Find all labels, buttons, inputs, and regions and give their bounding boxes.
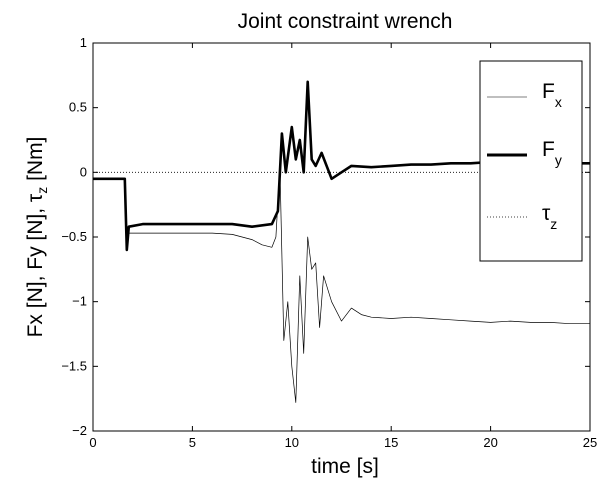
chart-title: Joint constraint wrench <box>238 10 453 33</box>
axis-ticks: 0 5 10 15 20 25 −2 −1.5 −1 −0.5 0 0.5 1 <box>61 35 597 450</box>
series-line-y-force <box>93 80 590 252</box>
x-tick-label: 25 <box>583 435 597 450</box>
legend-label-fy: Fy <box>542 138 562 168</box>
legend-label-fx-main: F <box>542 80 555 103</box>
legend-box <box>479 60 583 262</box>
legend-label-tauz-sub: z <box>550 216 557 232</box>
x-tick-label: 5 <box>189 435 196 450</box>
legend-label-tauz: τz <box>542 202 557 232</box>
y-tick-label: 0 <box>80 164 87 179</box>
y-tick-label: −2 <box>72 423 87 438</box>
y-tick-label: −1 <box>72 294 87 309</box>
y-axis-label-sub: z <box>34 187 50 194</box>
x-axis-label: time [s] <box>311 455 379 478</box>
legend-label-fy-sub: y <box>555 152 562 168</box>
x-tick-label: 15 <box>384 435 398 450</box>
y-tick-label: 1 <box>80 35 87 50</box>
y-axis-label: Fx [N], Fy [N], τz [Nm] <box>24 137 50 338</box>
legend: Fx Fy τz <box>479 60 583 262</box>
legend-label-tauz-main: τ <box>542 202 551 225</box>
legend-label-fx: Fx <box>542 80 562 110</box>
y-axis-label-tau: τ <box>24 193 47 202</box>
x-tick-label: 20 <box>483 435 497 450</box>
series-line-x-force <box>93 165 590 403</box>
x-tick-label: 10 <box>285 435 299 450</box>
y-axis-label-part1: Fx [N], Fy [N], <box>24 202 47 337</box>
y-tick-label: −0.5 <box>61 229 87 244</box>
x-tick-label: 0 <box>89 435 96 450</box>
legend-label-fy-main: F <box>542 138 555 161</box>
y-tick-label: −1.5 <box>61 358 87 373</box>
legend-label-fx-sub: x <box>555 94 562 110</box>
y-axis-label-part2: [Nm] <box>24 137 47 187</box>
y-tick-label: 0.5 <box>69 100 87 115</box>
